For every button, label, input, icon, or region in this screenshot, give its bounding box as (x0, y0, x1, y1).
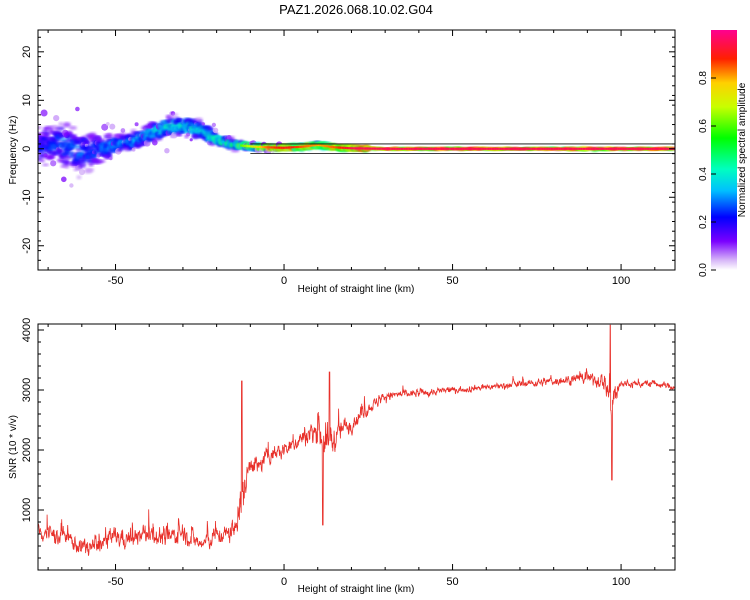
spectrogram-cell (134, 122, 139, 127)
y-tick-label: -10 (21, 189, 33, 205)
snr-y-label: SNR (10 * v/v) (8, 415, 19, 479)
snr-frame (37, 323, 676, 571)
x-tick-label: 50 (446, 576, 458, 588)
spectrogram-cell (109, 123, 116, 130)
spectrogram-cell (40, 159, 46, 163)
spectrogram-cell (62, 122, 71, 128)
spectrogram-cell (43, 130, 51, 136)
spectrogram-cell (88, 163, 94, 167)
spectrogram-cell (271, 149, 275, 153)
spectrogram-cell (78, 164, 86, 168)
spectrogram-x-ticks: -50 0 50 100 (47, 30, 656, 287)
spectrogram-cell (50, 125, 59, 129)
spectrogram-cell (40, 109, 48, 117)
y-tick-label: -20 (21, 238, 33, 254)
figure-title: PAZ1.2026.068.10.02.G04 (279, 2, 433, 17)
spectrogram-y-label: Frequency (Hz) (8, 116, 19, 185)
spectrogram-cell (212, 127, 219, 134)
spectrogram-cell (61, 176, 67, 183)
spectrogram-cell (75, 148, 83, 152)
x-tick-label: 0 (281, 275, 287, 287)
y-tick-label: 3000 (21, 378, 33, 402)
spectrogram-cell (50, 160, 57, 167)
spectrogram-cell (105, 122, 110, 126)
spectrogram-cell (152, 139, 158, 146)
spectrogram-cell (186, 132, 191, 137)
spectrogram-cell (64, 160, 70, 166)
spectrogram-energy (38, 106, 675, 188)
spectrogram-band-lines (250, 143, 675, 155)
spectrogram-panel: -50 0 50 100 -20 -10 0 10 20 Height of straight… (8, 29, 676, 295)
y-tick-label: 1000 (21, 498, 33, 522)
spectrogram-x-label: Height of straight line (km) (298, 284, 415, 295)
colorbar-gradient (711, 30, 737, 270)
snr-y-ticks: 1000 2000 3000 4000 (21, 318, 675, 559)
spectrogram-cell (170, 113, 179, 117)
x-tick-label: 50 (446, 275, 458, 287)
colorbar: 0.0 0.2 0.4 0.6 0.8 Normalized spectral ampl… (698, 30, 748, 277)
spectrogram-cell (56, 126, 65, 131)
y-tick-label: 20 (21, 46, 33, 58)
colorbar-label: Normalized spectral amplitude (737, 82, 748, 217)
snr-background (38, 324, 675, 570)
x-tick-label: 100 (612, 275, 630, 287)
spectrogram-cell (76, 175, 82, 180)
spectrogram-cell (75, 106, 80, 112)
spectrogram-cell (101, 123, 109, 131)
spectrogram-cell (56, 148, 66, 154)
spectrogram-cell (106, 133, 113, 138)
colorbar-tick-label: 0.2 (698, 215, 709, 229)
spectrogram-cell (201, 122, 205, 126)
spectrogram-cell (47, 150, 53, 156)
spectrogram-cell (120, 128, 126, 133)
spectrogram-cell (53, 115, 60, 122)
x-tick-label: -50 (108, 576, 124, 588)
spectrogram-cell (109, 156, 113, 161)
spectrogram-cell (189, 138, 193, 142)
spectrogram-cell (64, 164, 70, 169)
spectrogram-cell (60, 137, 67, 142)
spectrogram-cell (131, 147, 136, 152)
spectrogram-cell (211, 122, 216, 127)
spectrogram-cell (178, 118, 183, 122)
spectrogram-y-ticks: -20 -10 0 10 20 (21, 36, 675, 271)
x-tick-label: 100 (612, 576, 630, 588)
colorbar-tick-label: 0.0 (698, 263, 709, 277)
spectrogram-cell (52, 150, 58, 155)
snr-x-ticks: -50 0 50 100 (47, 324, 656, 588)
colorbar-tick-label: 0.8 (698, 71, 709, 85)
x-tick-label: 0 (281, 576, 287, 588)
snr-x-label: Height of straight line (km) (298, 584, 415, 595)
x-tick-label: -50 (108, 275, 124, 287)
spectrogram-cell (68, 126, 77, 130)
spectrogram-cell (69, 183, 74, 188)
snr-series-line (38, 324, 675, 556)
spectrogram-cell (58, 122, 63, 127)
y-tick-label: 4000 (21, 318, 33, 342)
y-tick-label: 10 (21, 94, 33, 106)
spectrogram-cell (81, 140, 92, 144)
colorbar-tick-label: 0.4 (698, 167, 709, 181)
spectrogram-cell (78, 168, 86, 176)
spectrogram-cell (176, 132, 182, 136)
colorbar-tick-label: 0.6 (698, 119, 709, 133)
spectrogram-cell (97, 160, 106, 163)
spectrogram-cell (106, 151, 112, 157)
colorbar-ticks: 0.0 0.2 0.4 0.6 0.8 (698, 71, 716, 277)
y-tick-label: 2000 (21, 438, 33, 462)
spectrogram-cell (85, 167, 95, 173)
snr-panel: -50 0 50 100 1000 2000 3000 4000 Height of str… (8, 318, 676, 595)
spectrogram-frame (37, 29, 676, 271)
y-tick-label: 0 (21, 146, 33, 152)
spectrogram-cell (212, 132, 219, 136)
spectrogram-cell (164, 148, 170, 154)
spectrogram-cell (74, 144, 81, 149)
spectrogram-cell (42, 163, 49, 167)
spectrogram-cell (38, 126, 43, 130)
